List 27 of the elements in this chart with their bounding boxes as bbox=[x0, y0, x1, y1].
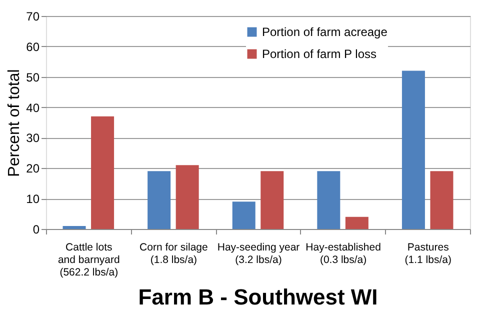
x-tick-label: Corn for silage (1.8 lbs/a) bbox=[140, 242, 208, 266]
bar bbox=[62, 226, 86, 229]
y-tick-label: 20 bbox=[26, 162, 40, 176]
legend-label: Portion of farm acreage bbox=[262, 25, 388, 39]
bar bbox=[260, 171, 284, 229]
x-tick-label: Hay-seeding year (3.2 lbs/a) bbox=[217, 242, 300, 266]
bar bbox=[430, 171, 454, 229]
x-tick-label: Pastures (1.1 lbs/a) bbox=[404, 242, 452, 266]
y-tick-label: 30 bbox=[26, 131, 40, 146]
bar bbox=[91, 116, 114, 229]
legend-label: Portion of farm P loss bbox=[262, 47, 376, 61]
y-tick-label: 0 bbox=[32, 222, 40, 236]
y-tick-label: 70 bbox=[26, 10, 40, 24]
y-axis-title: Percent of total bbox=[6, 69, 24, 177]
bar bbox=[317, 171, 340, 229]
y-tick-label: 50 bbox=[26, 70, 40, 84]
text: Farm B - Southwest WI bbox=[138, 284, 378, 310]
bar bbox=[402, 70, 425, 229]
x-tick-label: Cattle lots and barnyard (562.2 lbs/a) bbox=[58, 242, 120, 278]
bar bbox=[232, 202, 256, 229]
x-tick-label: Hay-established (0.3 lbs/a) bbox=[306, 242, 382, 266]
y-tick-label: 40 bbox=[26, 100, 40, 115]
y-tick-label: 10 bbox=[26, 192, 40, 206]
bar bbox=[176, 165, 199, 229]
bar bbox=[148, 171, 171, 229]
y-tick-label: 60 bbox=[26, 40, 40, 54]
bar bbox=[345, 216, 368, 229]
